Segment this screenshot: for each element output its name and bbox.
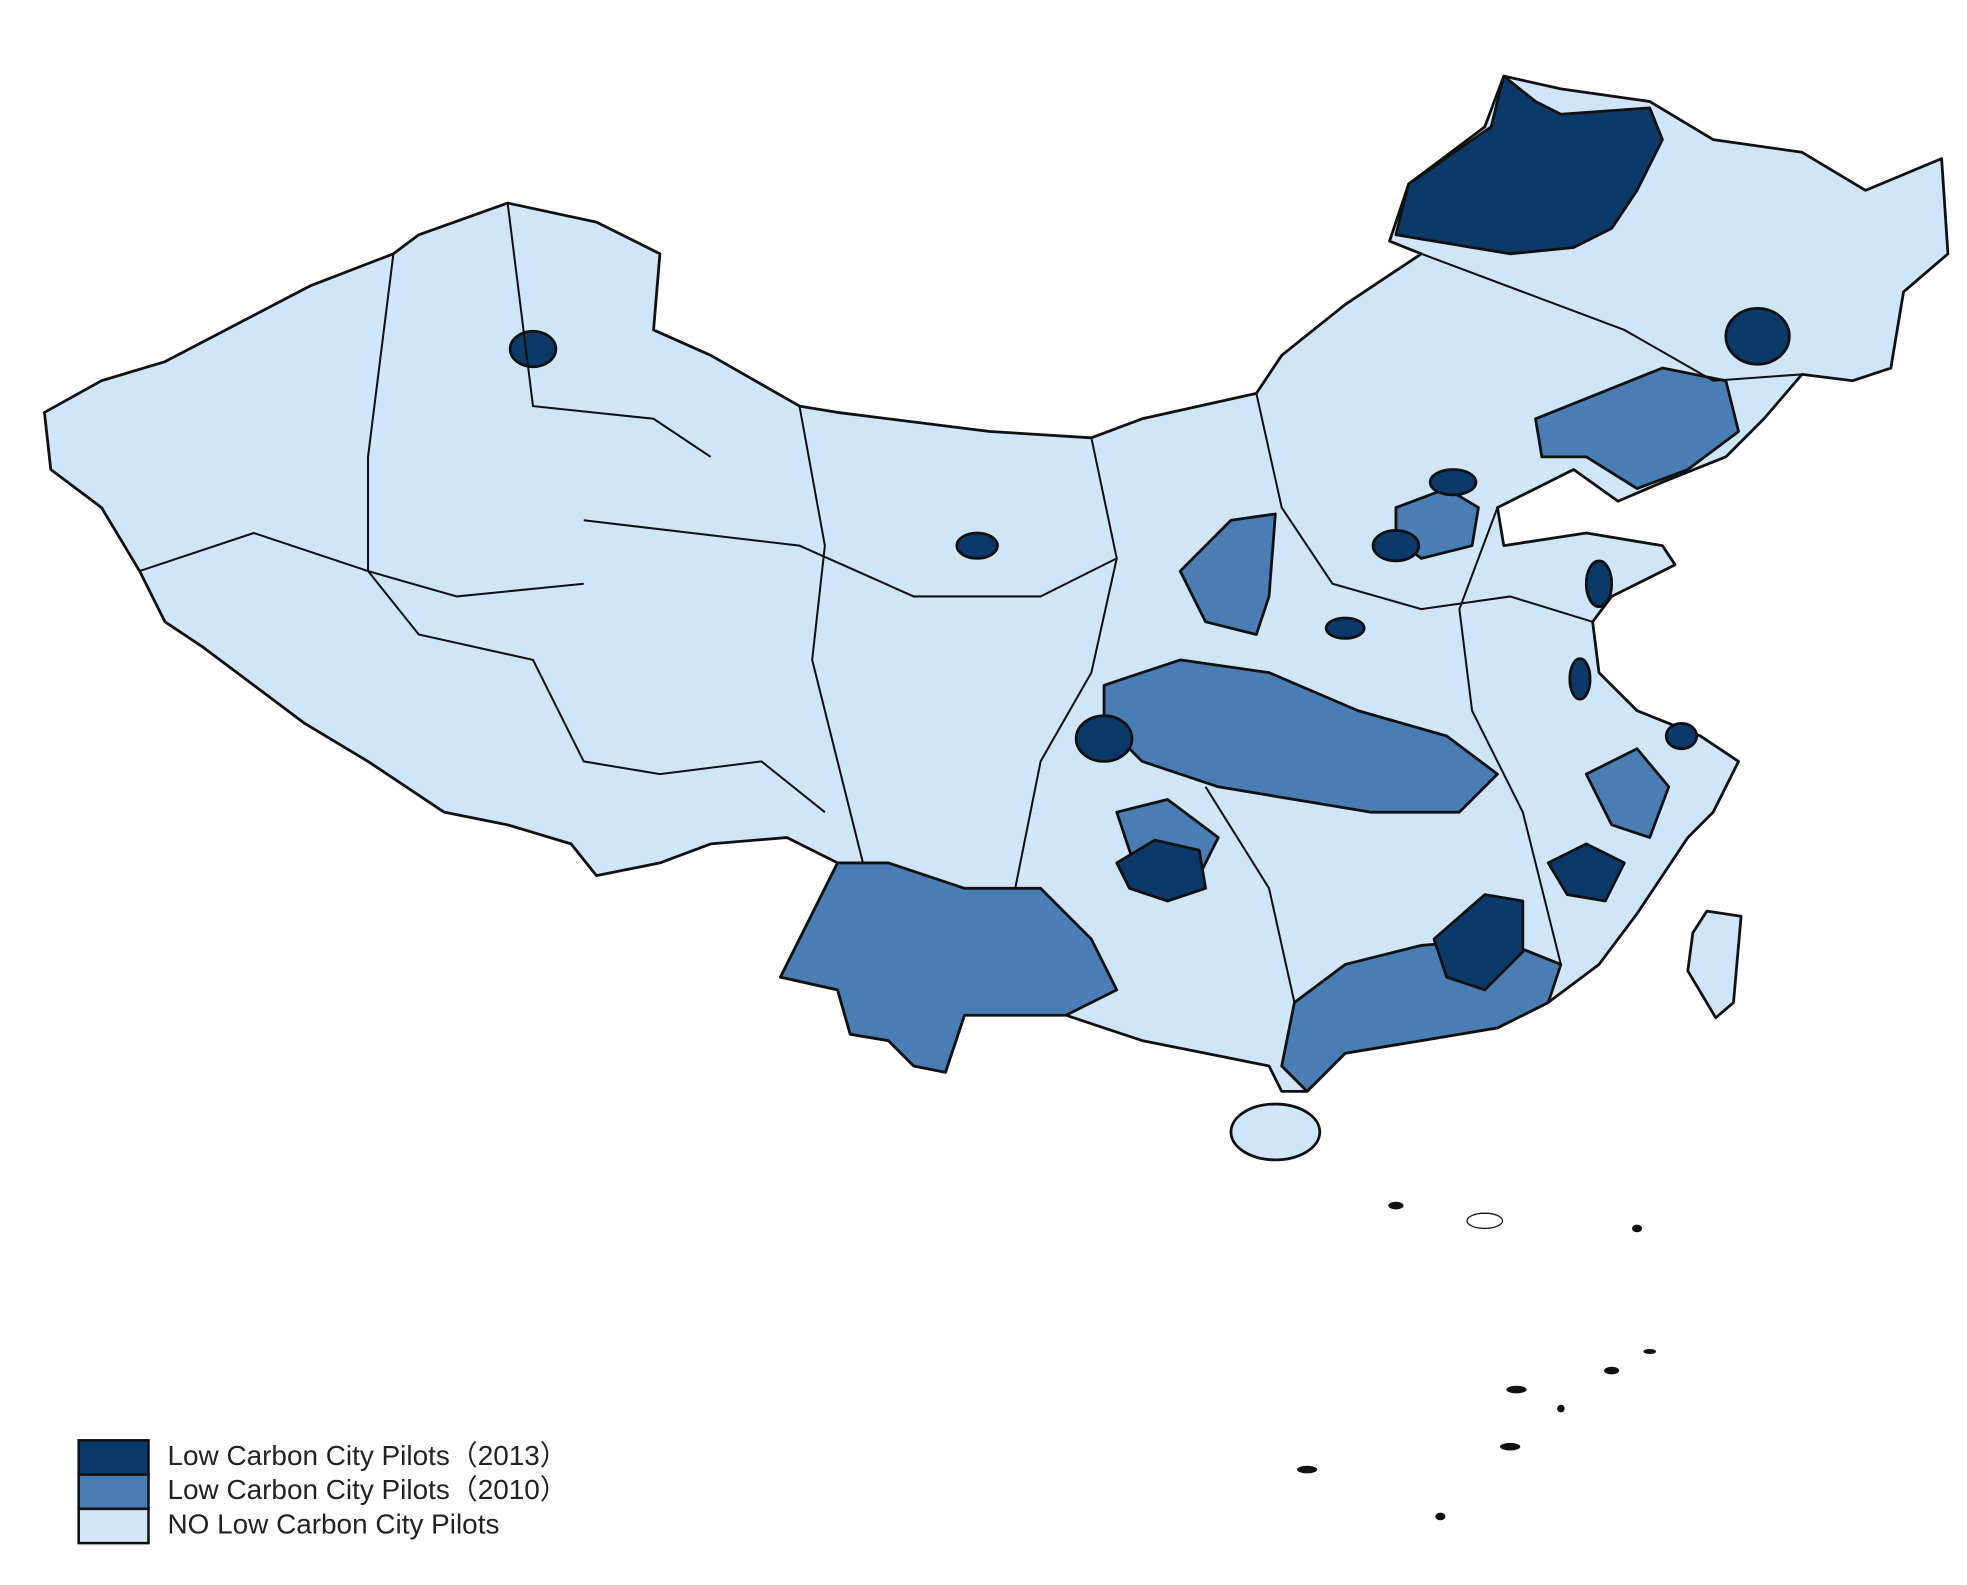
legend-label: NO Low Carbon City Pilots	[168, 1508, 500, 1539]
legend: Low Carbon City Pilots（2013）Low Carbon C…	[77, 1439, 568, 1545]
guiyang	[1115, 838, 1207, 903]
liaoning	[1534, 366, 1740, 490]
border	[583, 519, 1118, 598]
taiwan	[1686, 909, 1743, 1020]
border	[1014, 437, 1118, 889]
island	[1631, 1224, 1643, 1233]
daxinganling	[1394, 74, 1664, 256]
ganzhou	[1432, 893, 1525, 992]
mainland	[43, 74, 1950, 1093]
shaanxi	[1178, 512, 1277, 636]
island	[1557, 1404, 1565, 1413]
shijiazhuang	[1371, 529, 1421, 563]
south-sea-islands	[1296, 1201, 1657, 1521]
legend-label: Low Carbon City Pilots（2013）	[168, 1440, 568, 1471]
qingdao	[1584, 559, 1614, 608]
island	[1466, 1212, 1504, 1230]
legend-label: Low Carbon City Pilots（2010）	[168, 1474, 568, 1505]
island	[1499, 1442, 1521, 1451]
huaian	[1568, 657, 1592, 701]
legend-swatch	[77, 1507, 150, 1545]
island	[1435, 1512, 1446, 1521]
border	[798, 405, 864, 864]
island	[1604, 1366, 1620, 1375]
border	[139, 531, 584, 598]
border	[1458, 507, 1562, 965]
jincheng	[1324, 616, 1366, 640]
island	[1643, 1348, 1657, 1355]
jinchang	[955, 531, 999, 560]
map-regions	[43, 74, 1950, 1162]
internal-borders	[139, 202, 1803, 1003]
island	[1296, 1465, 1318, 1474]
border	[1204, 786, 1296, 1003]
zhejiang	[1584, 747, 1671, 839]
hubei	[1102, 658, 1499, 814]
border	[506, 202, 712, 458]
legend-swatch	[77, 1439, 150, 1476]
shanghai	[1664, 721, 1699, 751]
guangyuan	[1074, 714, 1134, 763]
border	[367, 253, 826, 813]
legend-swatch	[77, 1473, 150, 1511]
border	[1255, 393, 1593, 623]
nanping	[1546, 842, 1626, 903]
jilin-city	[1724, 306, 1791, 366]
island	[1388, 1201, 1404, 1210]
chengde	[1428, 468, 1478, 497]
yili	[508, 329, 558, 369]
border	[1420, 252, 1803, 382]
island	[1506, 1385, 1527, 1394]
hainan	[1229, 1102, 1322, 1162]
